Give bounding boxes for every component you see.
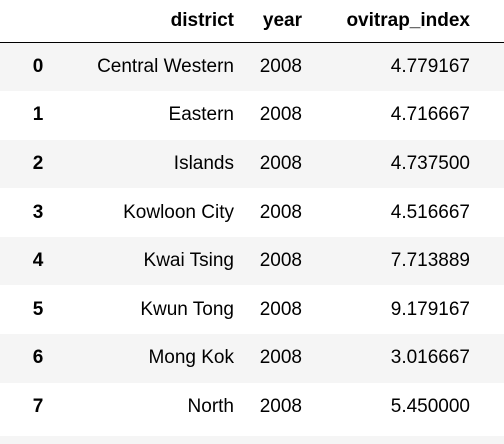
- table-row: 7 North 2008 5.450000: [0, 382, 504, 432]
- table-row: 6 Mong Kok 2008 3.016667: [0, 334, 504, 383]
- row-index: 0: [32, 56, 44, 78]
- cell-ovitrap-index: 4.716667: [390, 104, 470, 126]
- table-row: 0 Central Western 2008 4.779167: [0, 42, 504, 92]
- row-index: 6: [32, 347, 44, 369]
- cell-district: Kowloon City: [123, 201, 234, 223]
- cell-district: Kwun Tong: [140, 298, 234, 320]
- table-row: 4 Kwai Tsing 2008 7.713889: [0, 236, 504, 286]
- cell-ovitrap-index: 4.516667: [390, 201, 470, 223]
- table-row: 3 Kowloon City 2008 4.516667: [0, 188, 504, 237]
- cell-ovitrap-index: 5.450000: [390, 395, 470, 417]
- column-header-ovitrap-index: ovitrap_index: [312, 0, 504, 43]
- column-header-district: district: [68, 0, 244, 43]
- cell-ovitrap-index: 4.779167: [390, 56, 470, 78]
- cell-district: Central Western: [97, 56, 234, 78]
- table-row: 1 Eastern 2008 4.716667: [0, 91, 504, 140]
- table-header: district year ovitrap_index: [0, 0, 504, 43]
- row-index: 7: [32, 395, 44, 417]
- column-header-year: year: [244, 0, 312, 43]
- row-index: 5: [32, 298, 44, 320]
- cell-district: Islands: [173, 152, 234, 174]
- table-row: 2 Islands 2008 4.737500: [0, 139, 504, 189]
- cell-district: Mong Kok: [148, 347, 234, 369]
- cell-year: 2008: [259, 298, 302, 320]
- cell-ovitrap-index: 9.179167: [390, 298, 470, 320]
- cell-district: North: [187, 395, 234, 417]
- cell-year: 2008: [259, 104, 302, 126]
- cell-year: 2008: [259, 201, 302, 223]
- cell-year: 2008: [259, 250, 302, 272]
- index-header: [0, 0, 68, 43]
- cell-year: 2008: [259, 347, 302, 369]
- table-row-partial: [0, 436, 504, 444]
- row-index: 2: [32, 152, 44, 174]
- table-row: 5 Kwun Tong 2008 9.179167: [0, 285, 504, 335]
- cell-year: 2008: [259, 395, 302, 417]
- cell-ovitrap-index: 7.713889: [390, 250, 470, 272]
- cell-ovitrap-index: 3.016667: [390, 347, 470, 369]
- header-row: district year ovitrap_index: [0, 0, 504, 43]
- cell-district: Eastern: [168, 104, 234, 126]
- row-index: 3: [32, 201, 44, 223]
- row-index: 1: [32, 104, 44, 126]
- cell-district: Kwai Tsing: [143, 250, 234, 272]
- cell-year: 2008: [259, 56, 302, 78]
- cell-year: 2008: [259, 152, 302, 174]
- table-body: 0 Central Western 2008 4.779167 1 Easter…: [0, 42, 504, 432]
- row-index: 4: [32, 250, 44, 272]
- dataframe-table: district year ovitrap_index 0 Central We…: [0, 0, 504, 432]
- cell-ovitrap-index: 4.737500: [390, 152, 470, 174]
